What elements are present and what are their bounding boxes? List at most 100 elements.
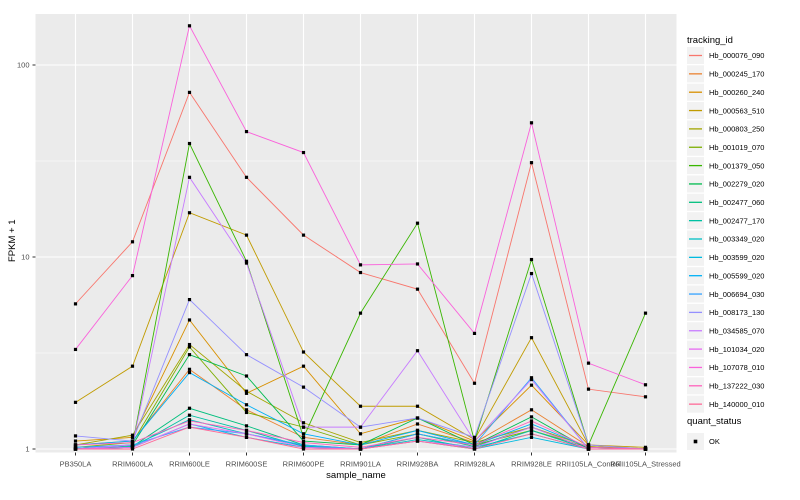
data-point [301,447,306,451]
data-point [301,421,306,425]
legend-item-label: Hb_006694_030 [709,290,764,299]
data-point [415,422,420,426]
x-tick-label: RRIM901LA [340,460,381,469]
data-point [130,435,135,439]
data-point [244,261,249,265]
axis-ticks [32,64,646,456]
data-point [529,408,534,412]
data-point [130,240,135,244]
legend-item: Hb_000803_250 [687,120,764,138]
y-axis-title: FPKM + 1 [7,219,18,263]
data-point [187,353,192,357]
data-point [187,419,192,423]
data-point [244,428,249,432]
data-point [472,445,477,449]
data-point [301,350,306,354]
data-point [130,447,135,451]
data-point [187,211,192,215]
legend-item: Hb_001019_070 [687,138,764,156]
legend-item-label: Hb_002477_170 [709,216,764,225]
data-point [187,367,192,371]
legend-item-label: Hb_008173_130 [709,308,764,317]
data-point [244,389,249,393]
data-point [415,432,420,436]
data-point [244,424,249,428]
data-point [472,443,477,447]
data-point [130,433,135,437]
legend-quant-ok-label: OK [709,437,720,446]
x-tick-label: RRII105LA_Stressed [610,460,680,469]
data-point [244,374,249,378]
legend-title-tracking-id: tracking_id [687,35,733,46]
data-point [415,287,420,291]
y-tick-label: 100 [17,61,30,70]
legend-key-square-marker [693,439,698,444]
legend-item-label: Hb_140000_010 [709,400,764,409]
legend-item: Hb_008173_130 [687,303,764,321]
data-point [187,413,192,417]
legend-item: Hb_002279_020 [687,175,764,193]
x-tick-label: RRIM928BA [397,460,439,469]
data-point [358,404,363,408]
data-point [187,90,192,94]
data-point [586,445,591,449]
data-point [529,432,534,436]
data-point [529,257,534,262]
data-point [643,311,648,315]
data-point [130,443,135,447]
data-point [643,445,648,449]
legend-item-label: Hb_003599_020 [709,253,764,262]
data-point [529,376,534,380]
data-point [643,383,648,387]
data-point [73,347,78,352]
data-point [244,410,249,415]
data-point [358,440,363,445]
data-point [301,385,306,389]
legend-title-quant-status: quant_status [687,416,742,427]
legend-item-label: Hb_107078_010 [709,363,764,372]
legend-item: Hb_002477_060 [687,193,764,211]
data-point [358,432,363,436]
data-point [529,415,534,419]
legend-item-label: Hb_001379_050 [709,161,764,170]
legend-item: Hb_005599_020 [687,267,764,285]
data-point [529,383,534,387]
data-point [586,361,591,365]
data-point [586,447,591,451]
data-point [529,422,534,426]
legend-item: Hb_034585_070 [687,322,764,340]
data-point [358,311,363,315]
data-point [415,349,420,353]
data-point [187,318,192,322]
data-point [415,404,420,408]
data-point [73,400,78,404]
data-point [244,432,249,436]
data-point [73,439,78,443]
legend-item-label: Hb_000260_240 [709,88,764,97]
data-point [244,233,249,237]
data-point [529,336,534,340]
data-point [301,364,306,368]
data-point [187,370,192,375]
legend-item: Hb_140000_010 [687,395,764,413]
x-tick-label: RRII105LA_Control [556,460,621,469]
x-tick-label: RRIM600PE [283,460,325,469]
legend-item: Hb_001379_050 [687,157,764,175]
data-point [187,345,192,349]
legend-item-label: Hb_000803_250 [709,125,764,134]
data-point [586,387,591,391]
data-point [358,447,363,451]
data-point [301,435,306,439]
data-point [358,270,363,275]
data-point [130,445,135,449]
x-tick-label: RRIM600SE [226,460,268,469]
data-point [358,425,363,429]
x-tick-label: PB350LA [60,460,92,469]
data-point [529,428,534,432]
data-point [358,443,363,447]
data-point [415,435,420,439]
data-point [643,447,648,451]
x-tick-label: RRIM928LE [511,460,552,469]
legend-item-label: Hb_000076_090 [709,51,764,60]
